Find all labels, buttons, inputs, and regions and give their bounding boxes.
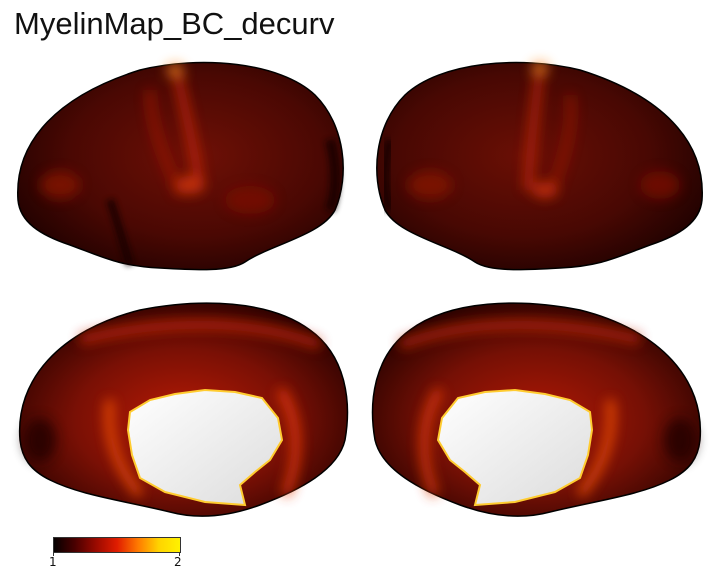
medial-right-hemisphere — [371, 302, 702, 517]
colorbar-min-label: 1 — [49, 555, 57, 569]
colorbar — [53, 537, 181, 553]
medial-left-hemisphere — [18, 302, 349, 517]
figure-title: MyelinMap_BC_decurv — [14, 6, 335, 41]
colorbar-tick-max — [179, 552, 180, 556]
medial-wall — [436, 388, 594, 507]
lateral-right-hemisphere — [376, 61, 703, 271]
lateral-left-hemisphere — [17, 61, 344, 271]
colorbar-tick-min — [53, 552, 54, 556]
colorbar-max-label: 2 — [174, 555, 182, 569]
medial-wall — [126, 388, 284, 507]
